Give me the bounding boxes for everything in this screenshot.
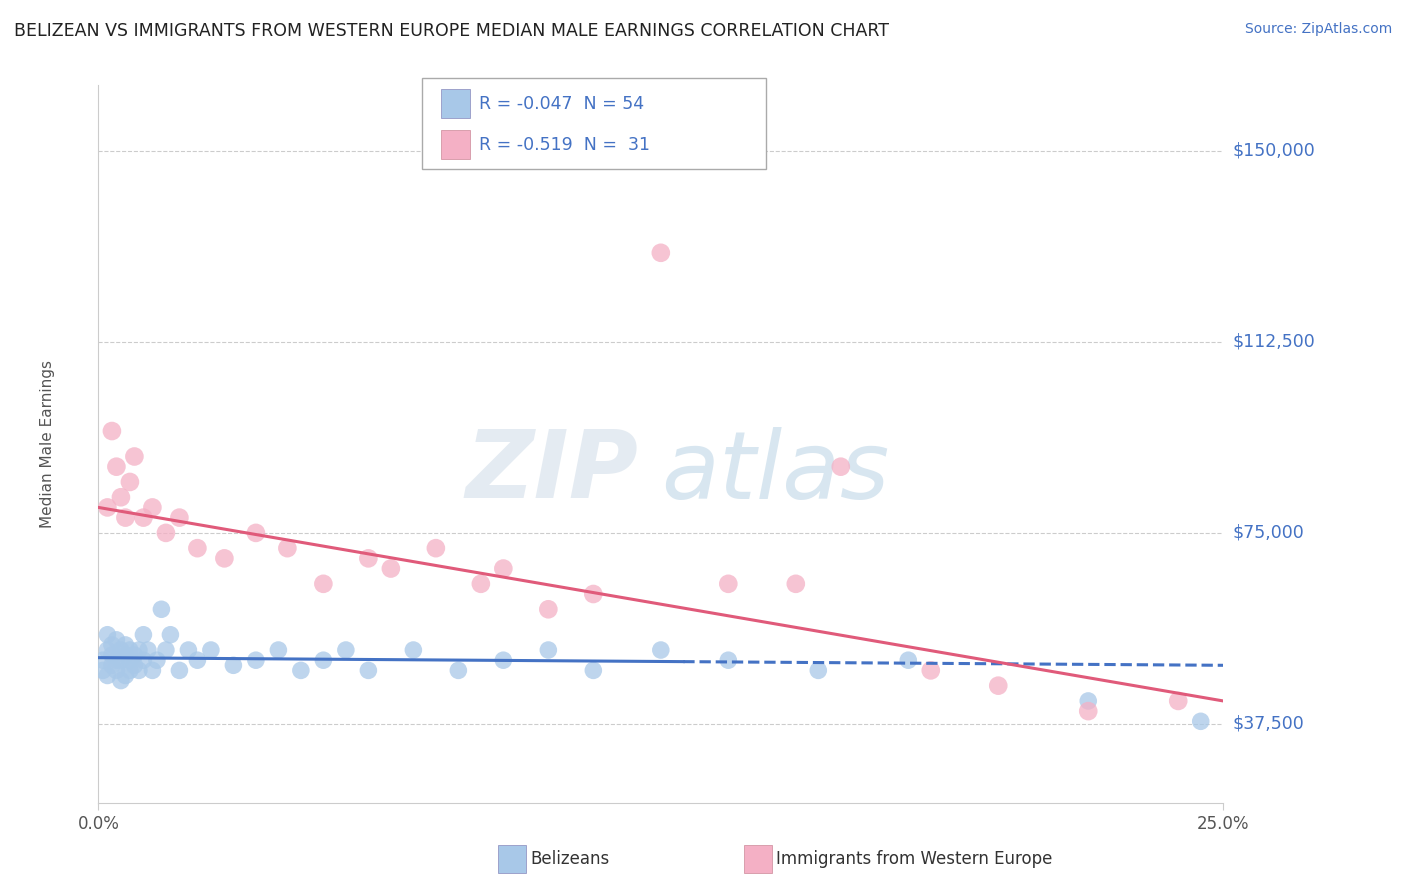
Text: $75,000: $75,000 (1232, 524, 1303, 542)
Point (118, 643, 141, 657)
Point (357, 551, 380, 566)
Text: $112,500: $112,500 (1232, 333, 1315, 351)
Point (357, 664, 380, 678)
Point (155, 525, 177, 540)
Point (114, 638, 136, 652)
Point (110, 643, 132, 657)
Point (1167, 694, 1189, 708)
Point (1077, 704, 1099, 718)
Point (141, 500, 163, 515)
Point (897, 653, 920, 667)
Point (1077, 694, 1099, 708)
Point (785, 577, 807, 591)
Point (124, 658, 146, 673)
Text: Belizeans: Belizeans (530, 850, 609, 868)
Point (96, 643, 118, 657)
Point (128, 643, 150, 657)
Point (132, 628, 155, 642)
Point (110, 653, 132, 667)
Point (110, 490, 132, 504)
Point (169, 664, 191, 678)
Point (124, 648, 146, 662)
Point (920, 664, 942, 678)
Point (150, 602, 173, 616)
Point (1189, 714, 1212, 729)
Point (96, 500, 118, 515)
Point (245, 525, 267, 540)
Text: Median Male Earnings: Median Male Earnings (41, 359, 55, 528)
Point (245, 653, 267, 667)
Point (91, 664, 114, 678)
Text: $150,000: $150,000 (1232, 142, 1315, 160)
Point (114, 668, 136, 682)
Point (276, 541, 298, 556)
Point (582, 664, 605, 678)
Point (96, 668, 118, 682)
Point (132, 653, 155, 667)
Text: $37,500: $37,500 (1232, 714, 1303, 733)
Point (830, 459, 852, 474)
Point (114, 648, 136, 662)
Point (118, 664, 141, 678)
Point (470, 577, 492, 591)
Text: BELIZEAN VS IMMIGRANTS FROM WESTERN EUROPE MEDIAN MALE EARNINGS CORRELATION CHAR: BELIZEAN VS IMMIGRANTS FROM WESTERN EURO… (14, 22, 889, 40)
Point (650, 643, 672, 657)
Point (128, 664, 150, 678)
Text: ZIP: ZIP (465, 426, 638, 518)
Point (987, 679, 1010, 693)
Point (717, 653, 740, 667)
Point (807, 664, 830, 678)
Point (425, 541, 447, 556)
Point (447, 664, 470, 678)
Point (312, 653, 335, 667)
Point (222, 658, 245, 673)
Text: Immigrants from Western Europe: Immigrants from Western Europe (776, 850, 1053, 868)
Point (402, 643, 425, 657)
Point (96, 628, 118, 642)
Point (214, 551, 236, 566)
Point (101, 424, 124, 438)
Point (582, 587, 605, 601)
Point (186, 541, 208, 556)
Point (177, 643, 200, 657)
Point (105, 653, 128, 667)
Point (141, 664, 163, 678)
Point (312, 577, 335, 591)
Point (146, 653, 169, 667)
Text: R = -0.047  N = 54: R = -0.047 N = 54 (479, 95, 644, 113)
Point (105, 664, 128, 678)
Point (186, 653, 208, 667)
Text: Source: ZipAtlas.com: Source: ZipAtlas.com (1244, 22, 1392, 37)
Point (492, 561, 515, 575)
Text: atlas: atlas (661, 427, 889, 518)
Text: R = -0.519  N =  31: R = -0.519 N = 31 (479, 136, 651, 154)
Point (118, 475, 141, 489)
Point (136, 643, 159, 657)
Point (290, 664, 312, 678)
Point (717, 577, 740, 591)
Point (169, 510, 191, 524)
Point (155, 643, 177, 657)
Point (159, 628, 181, 642)
Point (132, 510, 155, 524)
Point (335, 643, 357, 657)
Point (650, 245, 672, 260)
Point (101, 648, 124, 662)
Point (492, 653, 515, 667)
Point (105, 632, 128, 647)
Point (101, 658, 124, 673)
Point (200, 643, 222, 657)
Point (114, 510, 136, 524)
Point (91, 653, 114, 667)
Point (124, 450, 146, 464)
Point (537, 643, 560, 657)
Point (118, 653, 141, 667)
Point (537, 602, 560, 616)
Point (110, 673, 132, 688)
Point (380, 561, 402, 575)
Point (101, 638, 124, 652)
Point (105, 459, 128, 474)
Point (267, 643, 290, 657)
